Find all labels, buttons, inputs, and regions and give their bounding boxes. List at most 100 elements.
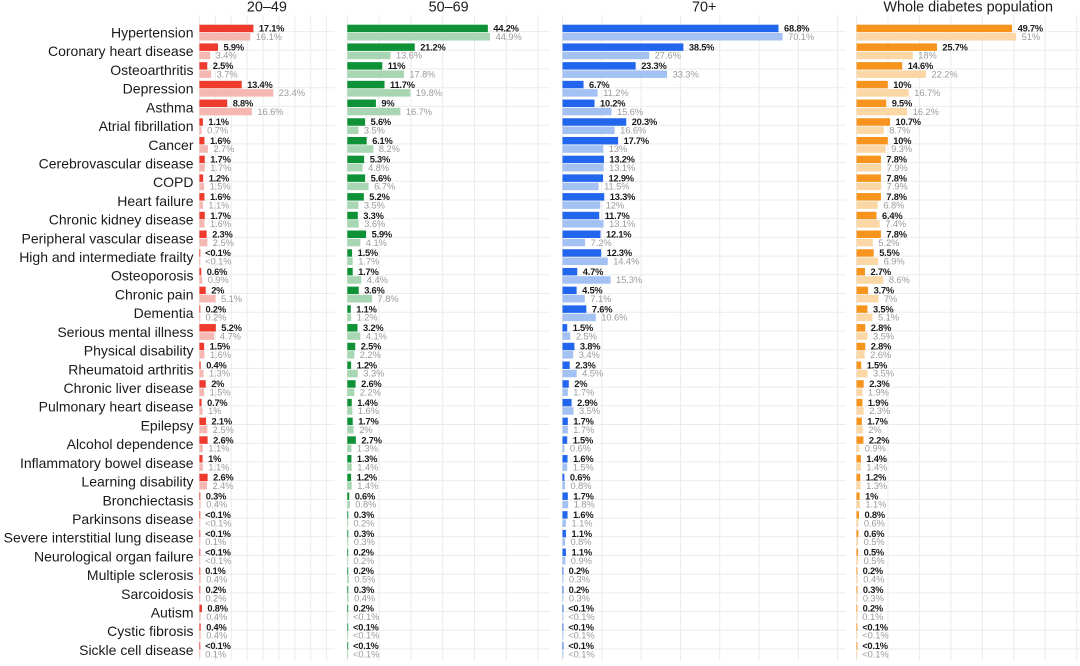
svg-text:Sarcoidosis: Sarcoidosis bbox=[121, 586, 193, 602]
svg-text:0.1%: 0.1% bbox=[205, 537, 226, 547]
svg-text:2.7%: 2.7% bbox=[213, 144, 234, 154]
svg-text:17.7%: 17.7% bbox=[624, 136, 650, 146]
svg-text:Hypertension: Hypertension bbox=[111, 25, 194, 41]
svg-text:1.1%: 1.1% bbox=[208, 444, 229, 454]
svg-text:51%: 51% bbox=[1022, 32, 1040, 42]
svg-text:<0.1%: <0.1% bbox=[568, 622, 595, 632]
svg-text:13.1%: 13.1% bbox=[609, 219, 635, 229]
svg-text:1.5%: 1.5% bbox=[573, 323, 594, 333]
svg-text:8.8%: 8.8% bbox=[233, 98, 254, 108]
svg-text:2.6%: 2.6% bbox=[213, 473, 234, 483]
svg-text:<0.1%: <0.1% bbox=[353, 622, 380, 632]
svg-text:1%: 1% bbox=[208, 406, 221, 416]
svg-text:<0.1%: <0.1% bbox=[205, 556, 231, 566]
svg-text:2.3%: 2.3% bbox=[575, 360, 596, 370]
svg-text:1.6%: 1.6% bbox=[573, 510, 594, 520]
svg-text:11.7%: 11.7% bbox=[605, 211, 631, 221]
svg-text:6.1%: 6.1% bbox=[372, 136, 393, 146]
svg-text:13.1%: 13.1% bbox=[609, 163, 635, 173]
svg-text:2.2%: 2.2% bbox=[360, 350, 381, 360]
svg-text:4.1%: 4.1% bbox=[366, 331, 387, 341]
svg-text:2.5%: 2.5% bbox=[213, 238, 234, 248]
svg-text:0.8%: 0.8% bbox=[571, 537, 592, 547]
svg-text:0.7%: 0.7% bbox=[207, 398, 228, 408]
svg-text:0.6%: 0.6% bbox=[864, 529, 885, 539]
svg-text:1.1%: 1.1% bbox=[208, 117, 229, 127]
svg-text:<0.1%: <0.1% bbox=[568, 604, 595, 614]
svg-text:7.9%: 7.9% bbox=[887, 182, 908, 192]
svg-text:<0.1%: <0.1% bbox=[353, 631, 379, 641]
svg-text:12%: 12% bbox=[606, 200, 624, 210]
svg-text:Severe interstitial lung disea: Severe interstitial lung disease bbox=[4, 530, 194, 546]
svg-text:2%: 2% bbox=[868, 425, 881, 435]
svg-text:0.2%: 0.2% bbox=[353, 556, 374, 566]
svg-text:16.6%: 16.6% bbox=[620, 126, 646, 136]
svg-text:3.7%: 3.7% bbox=[217, 69, 238, 79]
svg-text:13%: 13% bbox=[609, 144, 627, 154]
svg-text:Autism: Autism bbox=[151, 605, 194, 621]
svg-text:1.3%: 1.3% bbox=[866, 481, 887, 491]
svg-text:3.6%: 3.6% bbox=[364, 286, 385, 296]
svg-text:0.4%: 0.4% bbox=[354, 593, 375, 603]
svg-text:0.3%: 0.3% bbox=[569, 593, 590, 603]
svg-text:1.5%: 1.5% bbox=[573, 435, 594, 445]
svg-text:1.2%: 1.2% bbox=[357, 313, 378, 323]
svg-text:2.2%: 2.2% bbox=[360, 387, 381, 397]
svg-text:2.3%: 2.3% bbox=[212, 229, 233, 239]
svg-text:1.7%: 1.7% bbox=[573, 491, 594, 501]
svg-text:4.7%: 4.7% bbox=[220, 331, 241, 341]
svg-text:10.2%: 10.2% bbox=[600, 98, 626, 108]
svg-text:0.8%: 0.8% bbox=[207, 604, 228, 614]
svg-text:2.5%: 2.5% bbox=[576, 331, 597, 341]
svg-text:6.9%: 6.9% bbox=[884, 256, 905, 266]
svg-text:0.4%: 0.4% bbox=[206, 622, 227, 632]
svg-text:0.3%: 0.3% bbox=[354, 585, 375, 595]
svg-text:2.8%: 2.8% bbox=[871, 342, 892, 352]
svg-text:4.8%: 4.8% bbox=[368, 163, 389, 173]
svg-text:3.5%: 3.5% bbox=[873, 369, 894, 379]
svg-text:3.5%: 3.5% bbox=[873, 304, 894, 314]
svg-text:0.4%: 0.4% bbox=[206, 360, 227, 370]
svg-text:1.7%: 1.7% bbox=[867, 417, 888, 427]
svg-text:1.6%: 1.6% bbox=[573, 454, 594, 464]
svg-text:0.7%: 0.7% bbox=[207, 126, 228, 136]
svg-text:20–49: 20–49 bbox=[247, 0, 287, 16]
svg-text:2.2%: 2.2% bbox=[869, 435, 890, 445]
svg-text:4.5%: 4.5% bbox=[582, 286, 603, 296]
svg-text:Heart failure: Heart failure bbox=[117, 193, 193, 209]
svg-text:5.2%: 5.2% bbox=[878, 238, 899, 248]
svg-text:1.5%: 1.5% bbox=[210, 342, 231, 352]
svg-text:0.3%: 0.3% bbox=[863, 593, 884, 603]
svg-text:4.4%: 4.4% bbox=[367, 275, 388, 285]
svg-text:1.5%: 1.5% bbox=[210, 387, 231, 397]
svg-text:0.2%: 0.2% bbox=[206, 593, 227, 603]
svg-text:0.2%: 0.2% bbox=[353, 518, 374, 528]
svg-text:14.4%: 14.4% bbox=[613, 256, 639, 266]
svg-text:3.4%: 3.4% bbox=[216, 51, 237, 61]
svg-text:11%: 11% bbox=[388, 61, 406, 71]
svg-text:5.5%: 5.5% bbox=[879, 248, 900, 258]
svg-text:18%: 18% bbox=[918, 51, 936, 61]
svg-text:0.4%: 0.4% bbox=[206, 612, 227, 622]
svg-text:44.9%: 44.9% bbox=[496, 32, 522, 42]
svg-text:1.1%: 1.1% bbox=[572, 518, 593, 528]
svg-text:70+: 70+ bbox=[692, 0, 716, 16]
svg-text:1.7%: 1.7% bbox=[358, 256, 379, 266]
svg-text:1.3%: 1.3% bbox=[209, 369, 230, 379]
svg-text:16.2%: 16.2% bbox=[913, 107, 939, 117]
svg-text:1.9%: 1.9% bbox=[868, 387, 889, 397]
svg-text:3.5%: 3.5% bbox=[873, 331, 894, 341]
svg-text:7.8%: 7.8% bbox=[886, 173, 907, 183]
svg-text:8.2%: 8.2% bbox=[379, 144, 400, 154]
svg-text:2%: 2% bbox=[211, 379, 225, 389]
svg-text:0.6%: 0.6% bbox=[570, 444, 591, 454]
svg-text:5.9%: 5.9% bbox=[224, 42, 245, 52]
svg-text:0.6%: 0.6% bbox=[355, 491, 376, 501]
svg-text:11.7%: 11.7% bbox=[390, 80, 416, 90]
svg-text:1.3%: 1.3% bbox=[357, 454, 378, 464]
svg-text:3.2%: 3.2% bbox=[363, 323, 384, 333]
svg-text:4.1%: 4.1% bbox=[366, 238, 387, 248]
svg-text:1.4%: 1.4% bbox=[866, 454, 887, 464]
svg-text:13.6%: 13.6% bbox=[396, 51, 422, 61]
svg-text:23.3%: 23.3% bbox=[641, 61, 667, 71]
